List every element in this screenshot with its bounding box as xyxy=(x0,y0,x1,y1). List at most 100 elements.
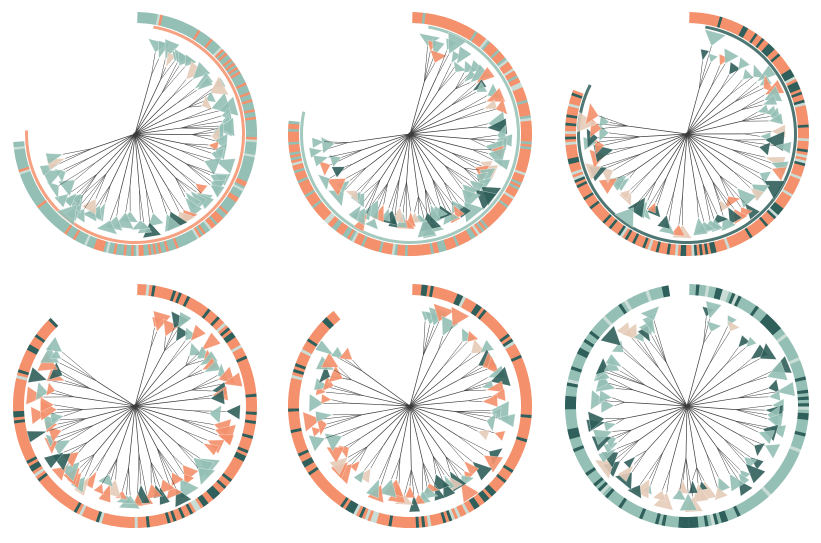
clade-fan xyxy=(57,179,76,197)
tree-branch xyxy=(437,326,453,351)
tree-branch xyxy=(63,409,83,417)
ring-segment xyxy=(719,17,726,29)
ring-segment xyxy=(791,94,804,101)
ring-segment xyxy=(363,236,370,248)
tree-branch xyxy=(686,397,739,407)
ring-segment xyxy=(518,428,530,434)
ring-segment xyxy=(403,516,408,528)
ring-segment xyxy=(762,213,773,224)
tree-branch xyxy=(424,188,432,205)
clade-fan xyxy=(767,378,780,394)
tree-branch xyxy=(445,456,465,472)
ring-segment xyxy=(232,184,244,192)
tree-branch xyxy=(616,429,632,439)
ring-segment xyxy=(32,465,44,475)
tree-branch xyxy=(450,152,480,163)
tree xyxy=(586,300,796,513)
tree-branch xyxy=(735,409,768,415)
ring-segment xyxy=(300,348,312,357)
tree-branch xyxy=(708,326,728,365)
ring-segment xyxy=(709,513,716,526)
ring-segment xyxy=(658,241,664,254)
tree-branch xyxy=(450,152,476,168)
tree-branch xyxy=(171,454,183,466)
ring-segment xyxy=(452,21,460,33)
tree-branch xyxy=(57,418,87,425)
tree-branch xyxy=(666,362,688,407)
ring-segment xyxy=(23,179,35,187)
clade-fan xyxy=(433,303,455,323)
tree-branch xyxy=(79,454,95,468)
tree-branch xyxy=(673,133,688,192)
clade-fan xyxy=(357,467,371,484)
ring-segment xyxy=(298,451,311,460)
ring-segment xyxy=(787,354,799,362)
ring-segment xyxy=(520,136,532,140)
ring-segment xyxy=(81,233,89,245)
ring-segment xyxy=(230,71,241,79)
ring-segment xyxy=(519,148,531,153)
ring-segment xyxy=(292,435,304,443)
tree-branch xyxy=(733,171,753,185)
ring-segment xyxy=(719,289,727,301)
ring-segment xyxy=(593,325,604,335)
ring-segment xyxy=(35,197,46,207)
ring-segment xyxy=(203,310,214,321)
ring-segment xyxy=(604,487,615,499)
ring-segment xyxy=(295,171,307,179)
ring-segment xyxy=(629,503,638,516)
ring-segment xyxy=(383,242,389,254)
ring-segment xyxy=(228,339,240,349)
tree-branch xyxy=(186,372,204,378)
ring-segment xyxy=(793,99,805,106)
ring-segment xyxy=(245,129,257,133)
ring-segment xyxy=(128,244,132,256)
tree-branch xyxy=(329,387,364,396)
tree-branch xyxy=(453,108,484,121)
ring-segment xyxy=(182,23,190,35)
ring-segment xyxy=(225,196,237,205)
ring-segment xyxy=(737,231,746,243)
ring-segment xyxy=(90,237,98,249)
ring-segment xyxy=(447,19,455,31)
ring-segment xyxy=(758,216,769,228)
tree-branch xyxy=(391,457,401,480)
ring-segment xyxy=(651,512,658,524)
tree-branch xyxy=(359,446,368,461)
clade-fan xyxy=(714,487,729,501)
ring-segment xyxy=(289,424,302,431)
tree-branch xyxy=(725,347,739,365)
tree-branch xyxy=(188,105,202,108)
tree-branch xyxy=(134,350,165,407)
tree-branch xyxy=(729,76,754,95)
ring-segment xyxy=(308,195,320,205)
clade-fan xyxy=(451,306,470,327)
ring-segment xyxy=(664,285,671,297)
ring-segment xyxy=(468,498,478,510)
tree-branch xyxy=(613,146,636,150)
ring-segment xyxy=(567,378,579,385)
tree-branch xyxy=(678,195,683,225)
ring-segment xyxy=(467,29,476,41)
ring-segment xyxy=(492,478,503,488)
ring-segment xyxy=(689,12,693,24)
tree-branch xyxy=(685,457,689,494)
ring-segment xyxy=(512,360,525,368)
ring-segment xyxy=(519,419,532,425)
ring-segment xyxy=(502,193,514,202)
ring-segment xyxy=(216,207,227,217)
ring-segment xyxy=(216,479,227,490)
tree-branch xyxy=(696,467,699,484)
clade-fan xyxy=(353,470,365,484)
ring-segment xyxy=(294,362,307,370)
ring-segment xyxy=(518,153,531,158)
ring-segment xyxy=(331,219,341,230)
ring-segment xyxy=(667,515,673,528)
ring-segment xyxy=(342,498,352,510)
ring-segment xyxy=(754,220,764,231)
tree-branch xyxy=(686,343,704,407)
ring-segment xyxy=(795,153,808,159)
tree-branch xyxy=(411,469,415,495)
ring-segment xyxy=(365,237,373,249)
ring-segment xyxy=(195,225,204,237)
